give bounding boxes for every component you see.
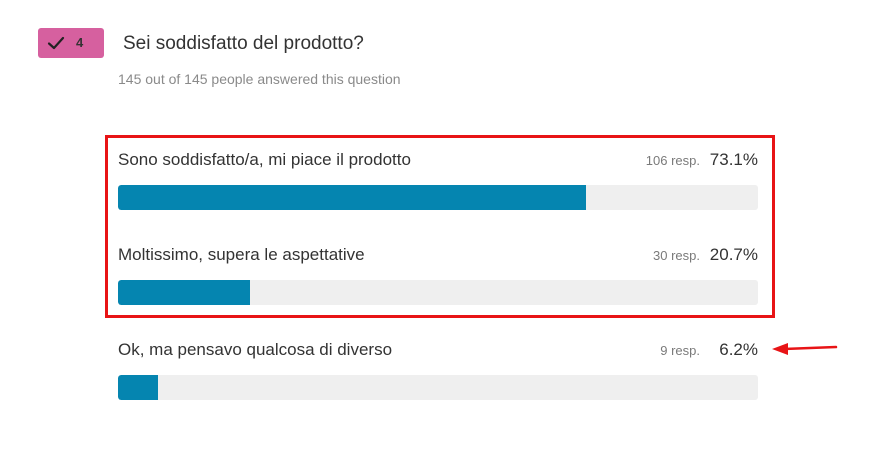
option-bar-fill bbox=[118, 185, 586, 210]
checkmark-icon bbox=[47, 36, 65, 50]
option-percent: 73.1% bbox=[709, 150, 758, 169]
option-responses: 9 resp. bbox=[660, 343, 700, 358]
option-percent: 6.2% bbox=[719, 340, 758, 359]
highlight-box bbox=[105, 135, 775, 318]
arrow-left-icon bbox=[772, 343, 838, 355]
option-bar-fill bbox=[118, 375, 158, 400]
option-bar-fill bbox=[118, 280, 251, 305]
option-percent: 20.7% bbox=[709, 245, 758, 264]
question-number: 4 bbox=[76, 35, 84, 50]
question-subtitle: 145 out of 145 people answered this ques… bbox=[118, 71, 401, 87]
question-badge: 4 bbox=[38, 28, 104, 58]
question-title: Sei soddisfatto del prodotto? bbox=[123, 33, 364, 54]
option-label: Ok, ma pensavo qualcosa di diverso bbox=[118, 340, 393, 359]
option-label: Moltissimo, supera le aspettative bbox=[118, 245, 365, 264]
option-responses: 106 resp. bbox=[645, 153, 700, 168]
option-label: Sono soddisfatto/a, mi piace il prodotto bbox=[118, 150, 411, 169]
option-responses: 30 resp. bbox=[653, 248, 700, 263]
option-bar-track bbox=[118, 280, 758, 305]
option-bar-track bbox=[118, 375, 758, 400]
option-bar-track bbox=[118, 185, 758, 210]
